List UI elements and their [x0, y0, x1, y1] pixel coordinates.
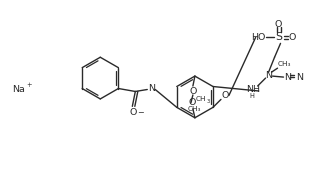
Text: 3: 3 [206, 99, 209, 104]
Text: N: N [265, 71, 272, 80]
Text: +: + [26, 82, 31, 88]
Text: CH: CH [196, 96, 206, 102]
Text: NH: NH [246, 85, 260, 93]
Text: O: O [188, 98, 196, 107]
Text: H: H [249, 93, 254, 99]
Text: O: O [130, 108, 137, 117]
Text: −: − [137, 108, 144, 117]
Text: O: O [221, 91, 228, 100]
Text: O: O [289, 33, 296, 42]
Text: CH₃: CH₃ [187, 106, 201, 112]
Text: O: O [189, 87, 197, 96]
Text: N: N [284, 73, 291, 82]
Text: N: N [296, 73, 303, 82]
Text: S: S [275, 32, 282, 42]
Text: O: O [275, 20, 282, 29]
Text: CH₃: CH₃ [278, 61, 291, 67]
Text: HO: HO [252, 33, 266, 42]
Text: Na: Na [12, 85, 25, 93]
Text: N: N [148, 84, 155, 93]
